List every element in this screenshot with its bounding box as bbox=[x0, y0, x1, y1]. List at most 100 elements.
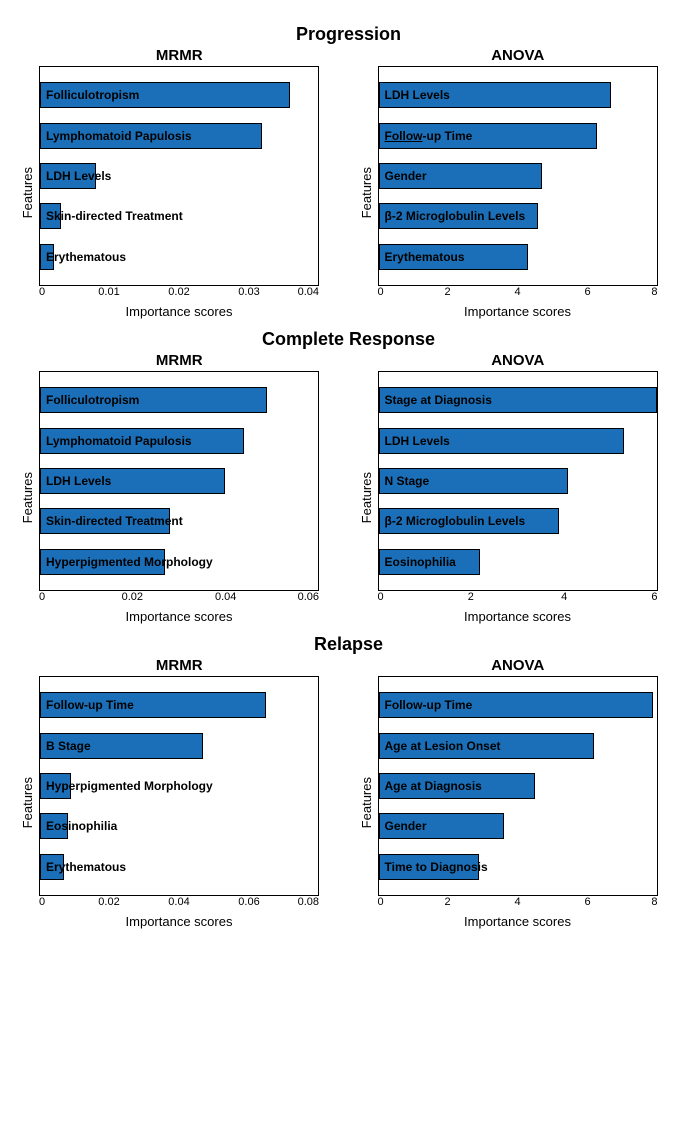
bar-row: Stage at Diagnosis bbox=[379, 385, 657, 415]
bar-row: Lymphomatoid Papulosis bbox=[40, 426, 318, 456]
y-axis-label: Features bbox=[20, 472, 35, 523]
bar-label: Lymphomatoid Papulosis bbox=[46, 129, 192, 143]
bar-label: Time to Diagnosis bbox=[385, 860, 488, 874]
x-ticks: 00.020.040.06 bbox=[39, 591, 319, 607]
chart-area: Folliculotropism Lymphomatoid Papulosis LD… bbox=[39, 66, 319, 286]
bar-label: Folliculotropism bbox=[46, 88, 139, 102]
bar-label: LDH Levels bbox=[385, 88, 450, 102]
bar-row: Folliculotropism bbox=[40, 385, 318, 415]
x-tick: 0.04 bbox=[215, 591, 236, 603]
chart-column: Follow-up TimeAge at Lesion OnsetAge at … bbox=[378, 676, 658, 929]
panel-title: MRMR bbox=[20, 657, 339, 674]
bar-row: Follow-up Time bbox=[379, 121, 657, 151]
bar-row: Skin-directed Treatment bbox=[40, 201, 318, 231]
x-ticks: 00.020.040.060.08 bbox=[39, 896, 319, 912]
bar-row: Gender bbox=[379, 161, 657, 191]
bar-row: N Stage bbox=[379, 466, 657, 496]
bar-label: N Stage bbox=[385, 474, 430, 488]
y-axis-label: Features bbox=[359, 777, 374, 828]
x-tick: 0 bbox=[39, 896, 45, 908]
bar-row: Lymphomatoid Papulosis bbox=[40, 121, 318, 151]
bar-label: LDH Levels bbox=[385, 434, 450, 448]
x-axis-label: Importance scores bbox=[378, 304, 658, 319]
x-tick: 0.06 bbox=[238, 896, 259, 908]
bar-row: Eosinophilia bbox=[379, 547, 657, 577]
x-tick: 0 bbox=[39, 286, 45, 298]
panel-title: ANOVA bbox=[359, 47, 678, 64]
x-ticks: 00.010.020.030.04 bbox=[39, 286, 319, 302]
panel-title: ANOVA bbox=[359, 352, 678, 369]
bar-label: Hyperpigmented Morphology bbox=[46, 779, 213, 793]
bar-label: Gender bbox=[385, 169, 427, 183]
bar-row: β-2 Microglobulin Levels bbox=[379, 506, 657, 536]
bar-label: Folliculotropism bbox=[46, 393, 139, 407]
x-axis-label: Importance scores bbox=[378, 914, 658, 929]
bar-label: Erythematous bbox=[46, 860, 126, 874]
x-tick: 6 bbox=[584, 286, 590, 298]
bar-label: Stage at Diagnosis bbox=[385, 393, 492, 407]
bars-container: Follow-up TimeAge at Lesion OnsetAge at … bbox=[379, 677, 657, 895]
chart-column: Folliculotropism Lymphomatoid Papulosis LD… bbox=[39, 66, 319, 319]
bar-label: β-2 Microglobulin Levels bbox=[385, 209, 526, 223]
x-axis-label: Importance scores bbox=[39, 609, 319, 624]
x-tick: 0.06 bbox=[298, 591, 319, 603]
bar-row: Erythematous bbox=[40, 242, 318, 272]
section-title: Progression bbox=[20, 24, 677, 45]
chart-panel: MRMR Features Folliculotropism Lymphomatoid… bbox=[20, 47, 339, 319]
bar-label: Erythematous bbox=[385, 250, 465, 264]
x-tick: 8 bbox=[651, 896, 657, 908]
section: Complete ResponseMRMRFeaturesFolliculotr… bbox=[20, 329, 677, 624]
bar-row: Folliculotropism bbox=[40, 80, 318, 110]
bar-label: B Stage bbox=[46, 739, 91, 753]
chart-wrap: Features Follow-up TimeAge at Lesion Onse… bbox=[359, 676, 678, 929]
bar-label: LDH Levels bbox=[46, 474, 111, 488]
x-tick: 2 bbox=[444, 286, 450, 298]
section-title: Relapse bbox=[20, 634, 677, 655]
chart-area: Stage at Diagnosis LDH Levels N Stage β-2 M… bbox=[378, 371, 658, 591]
bar-row: Hyperpigmented Morphology bbox=[40, 547, 318, 577]
bars-container: LDH Levels Follow-up Time Gender β-2 Microg… bbox=[379, 67, 657, 285]
x-tick: 8 bbox=[651, 286, 657, 298]
bar-row: Time to Diagnosis bbox=[379, 852, 657, 882]
panel-row: MRMRFeaturesFolliculotropismLymphomatoid… bbox=[20, 352, 677, 624]
bar-row: B Stage bbox=[40, 731, 318, 761]
bar-label: Hyperpigmented Morphology bbox=[46, 555, 213, 569]
x-tick: 0.02 bbox=[98, 896, 119, 908]
x-ticks: 0246 bbox=[378, 591, 658, 607]
bar-label: Follow-up Time bbox=[385, 698, 473, 712]
x-tick: 4 bbox=[514, 286, 520, 298]
x-tick: 0 bbox=[378, 286, 384, 298]
bars-container: Folliculotropism Lymphomatoid Papulosis LD… bbox=[40, 372, 318, 590]
x-tick: 0 bbox=[378, 896, 384, 908]
bar-row: Erythematous bbox=[40, 852, 318, 882]
bar-row: Follow-up Time bbox=[379, 690, 657, 720]
chart-wrap: Features Folliculotropism Lymphomatoid Pap… bbox=[20, 66, 339, 319]
bar-label: Follow-up Time bbox=[385, 129, 473, 143]
chart-column: Follow-up Time B Stage Hyperpigmented Morp… bbox=[39, 676, 319, 929]
y-axis-label: Features bbox=[359, 472, 374, 523]
chart-column: Folliculotropism Lymphomatoid Papulosis LD… bbox=[39, 371, 319, 624]
bars-container: Stage at Diagnosis LDH Levels N Stage β-2 M… bbox=[379, 372, 657, 590]
chart-column: LDH Levels Follow-up Time Gender β-2 Microg… bbox=[378, 66, 658, 319]
panel-title: MRMR bbox=[20, 47, 339, 64]
chart-panel: MRMRFeaturesFollow-up TimeB StageHyperpi… bbox=[20, 657, 339, 929]
bar-row: LDH Levels bbox=[40, 466, 318, 496]
x-tick: 6 bbox=[651, 591, 657, 603]
x-tick: 4 bbox=[561, 591, 567, 603]
bar-label: Eosinophilia bbox=[46, 819, 117, 833]
bar-label: Age at Diagnosis bbox=[385, 779, 482, 793]
bar-label: Follow-up Time bbox=[46, 698, 134, 712]
section: Progression MRMR Features Folliculotropism L… bbox=[20, 24, 677, 319]
chart-panel: ANOVA Features Stage at Diagnosis LDH Level… bbox=[359, 352, 678, 624]
bar-row: Eosinophilia bbox=[40, 811, 318, 841]
x-axis-label: Importance scores bbox=[39, 304, 319, 319]
bar-row: Age at Diagnosis bbox=[379, 771, 657, 801]
chart-panel: ANOVAFeaturesFollow-up TimeAge at Lesion… bbox=[359, 657, 678, 929]
y-axis-label: Features bbox=[20, 167, 35, 218]
bars-container: Follow-up Time B Stage Hyperpigmented Morp… bbox=[40, 677, 318, 895]
bar-label: Skin-directed Treatment bbox=[46, 209, 183, 223]
bar-label: LDH Levels bbox=[46, 169, 111, 183]
bar-row: LDH Levels bbox=[379, 426, 657, 456]
x-tick: 2 bbox=[468, 591, 474, 603]
x-tick: 6 bbox=[584, 896, 590, 908]
